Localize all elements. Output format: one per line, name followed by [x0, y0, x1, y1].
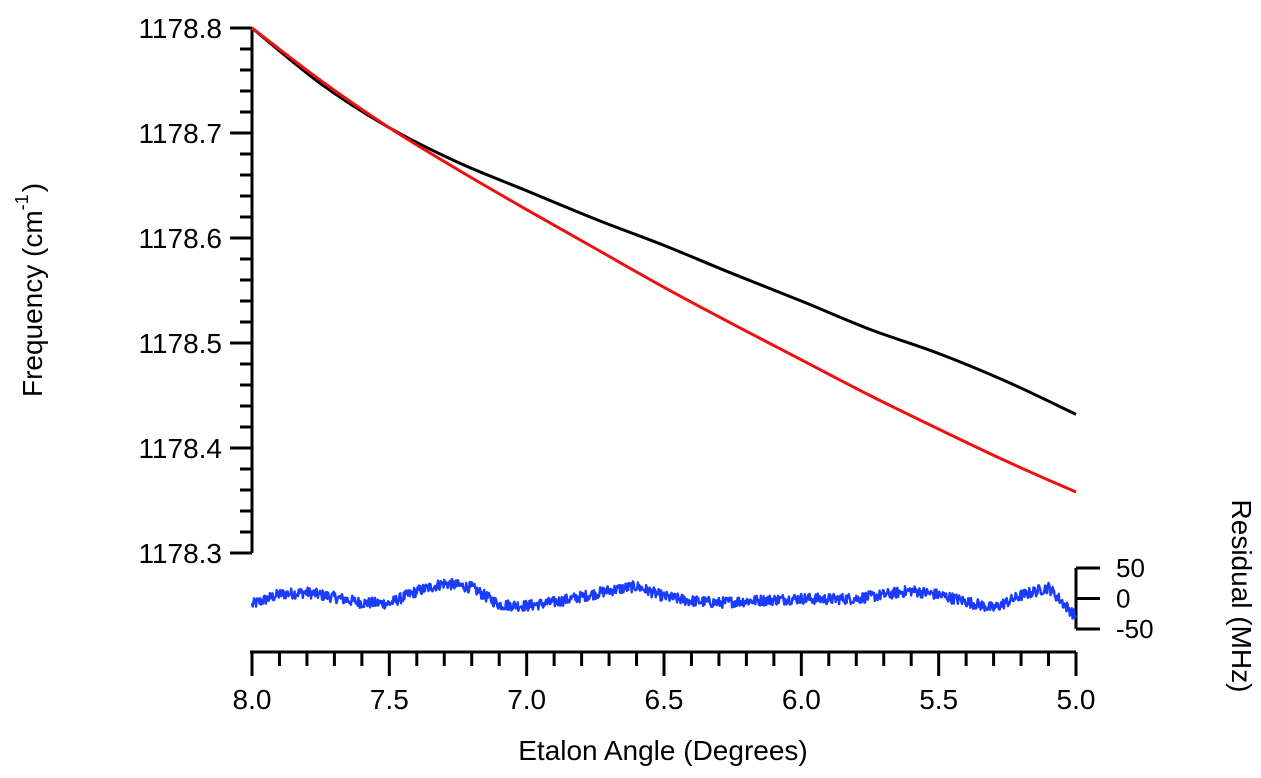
- x-ticks: 8.0 7.5 7.0 6.5 6.0 5.5 5.0: [233, 652, 1096, 715]
- residual-axis-title: Residual (MHz): [1226, 500, 1257, 693]
- residual-line: [250, 577, 1078, 620]
- y-ticks-main: 1178.3 1178.4 1178.5 1178.6 1178.7 1178.8: [138, 13, 252, 569]
- x-tick-label: 5.0: [1057, 684, 1096, 715]
- y-axis-title: Frequency (cm-1): [12, 183, 48, 397]
- y-tick-label-main: 1178.4: [138, 433, 222, 464]
- x-tick-label: 8.0: [233, 684, 272, 715]
- x-tick-label: 6.5: [645, 684, 684, 715]
- x-tick-label: 5.5: [919, 684, 958, 715]
- y-tick-label-residual: 0: [1116, 584, 1130, 614]
- y-tick-label-residual: -50: [1116, 614, 1154, 644]
- x-tick-label: 7.0: [507, 684, 546, 715]
- residual-group: [250, 577, 1078, 620]
- x-tick-label: 6.0: [782, 684, 821, 715]
- y-tick-label-main: 1178.3: [138, 538, 222, 569]
- y-tick-label-main: 1178.6: [138, 223, 222, 254]
- y-tick-label-main: 1178.5: [138, 328, 222, 359]
- y-tick-label-main: 1178.8: [138, 13, 222, 44]
- y-ticks-residual: 500-50: [1076, 553, 1154, 644]
- y-tick-label-residual: 50: [1116, 553, 1145, 583]
- series-group: [251, 26, 1077, 494]
- series-line-measured: [251, 26, 1077, 416]
- series-line-fit: [251, 26, 1077, 494]
- y-tick-label-main: 1178.7: [138, 118, 222, 149]
- x-tick-label: 7.5: [370, 684, 409, 715]
- x-axis-title: Etalon Angle (Degrees): [518, 735, 808, 766]
